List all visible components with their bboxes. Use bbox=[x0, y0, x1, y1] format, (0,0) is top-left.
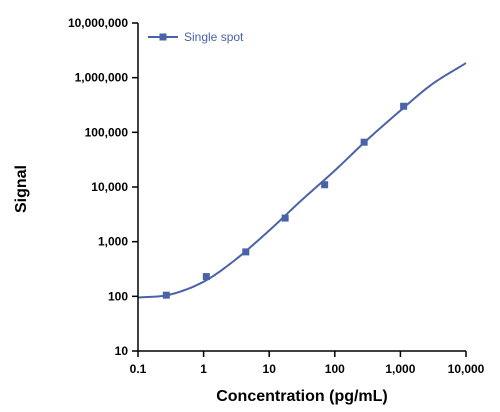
data-point bbox=[202, 273, 210, 281]
x-tick-label: 100 bbox=[325, 362, 345, 376]
y-ticks: 10 100 1,000 10,000 100,000 1,000,000 10,000,0… bbox=[68, 16, 138, 358]
y-tick-label: 10,000,000 bbox=[68, 16, 128, 30]
y-tick-label: 10,000 bbox=[91, 180, 128, 194]
data-point bbox=[162, 291, 170, 299]
y-axis-title: Signal bbox=[13, 165, 30, 213]
x-tick-label: 0.1 bbox=[130, 362, 147, 376]
axes: 0.1 1 10 100 1,000 10,000 10 100 1,000 10,000 100… bbox=[68, 16, 485, 376]
y-tick-label: 100,000 bbox=[85, 125, 129, 139]
data-point bbox=[281, 214, 289, 222]
x-axis-title: Concentration (pg/mL) bbox=[216, 388, 388, 405]
x-tick-label: 10 bbox=[263, 362, 277, 376]
y-tick-label: 1,000 bbox=[98, 235, 128, 249]
data-point bbox=[321, 181, 329, 189]
x-tick-label: 10,000 bbox=[448, 362, 485, 376]
y-tick-label: 1,000,000 bbox=[75, 71, 129, 85]
y-tick-label: 10 bbox=[115, 344, 129, 358]
data-point bbox=[400, 102, 408, 110]
data-point bbox=[242, 248, 250, 256]
y-tick-label: 100 bbox=[108, 289, 128, 303]
series-curve bbox=[137, 62, 467, 299]
data-point bbox=[360, 138, 368, 146]
x-tick-label: 1,000 bbox=[385, 362, 415, 376]
x-ticks: 0.1 1 10 100 1,000 10,000 bbox=[130, 351, 485, 376]
legend-label: Single spot bbox=[184, 30, 244, 44]
legend: Single spot bbox=[148, 30, 244, 44]
x-tick-label: 1 bbox=[200, 362, 207, 376]
legend-marker bbox=[159, 33, 167, 41]
plot-area bbox=[137, 62, 467, 299]
